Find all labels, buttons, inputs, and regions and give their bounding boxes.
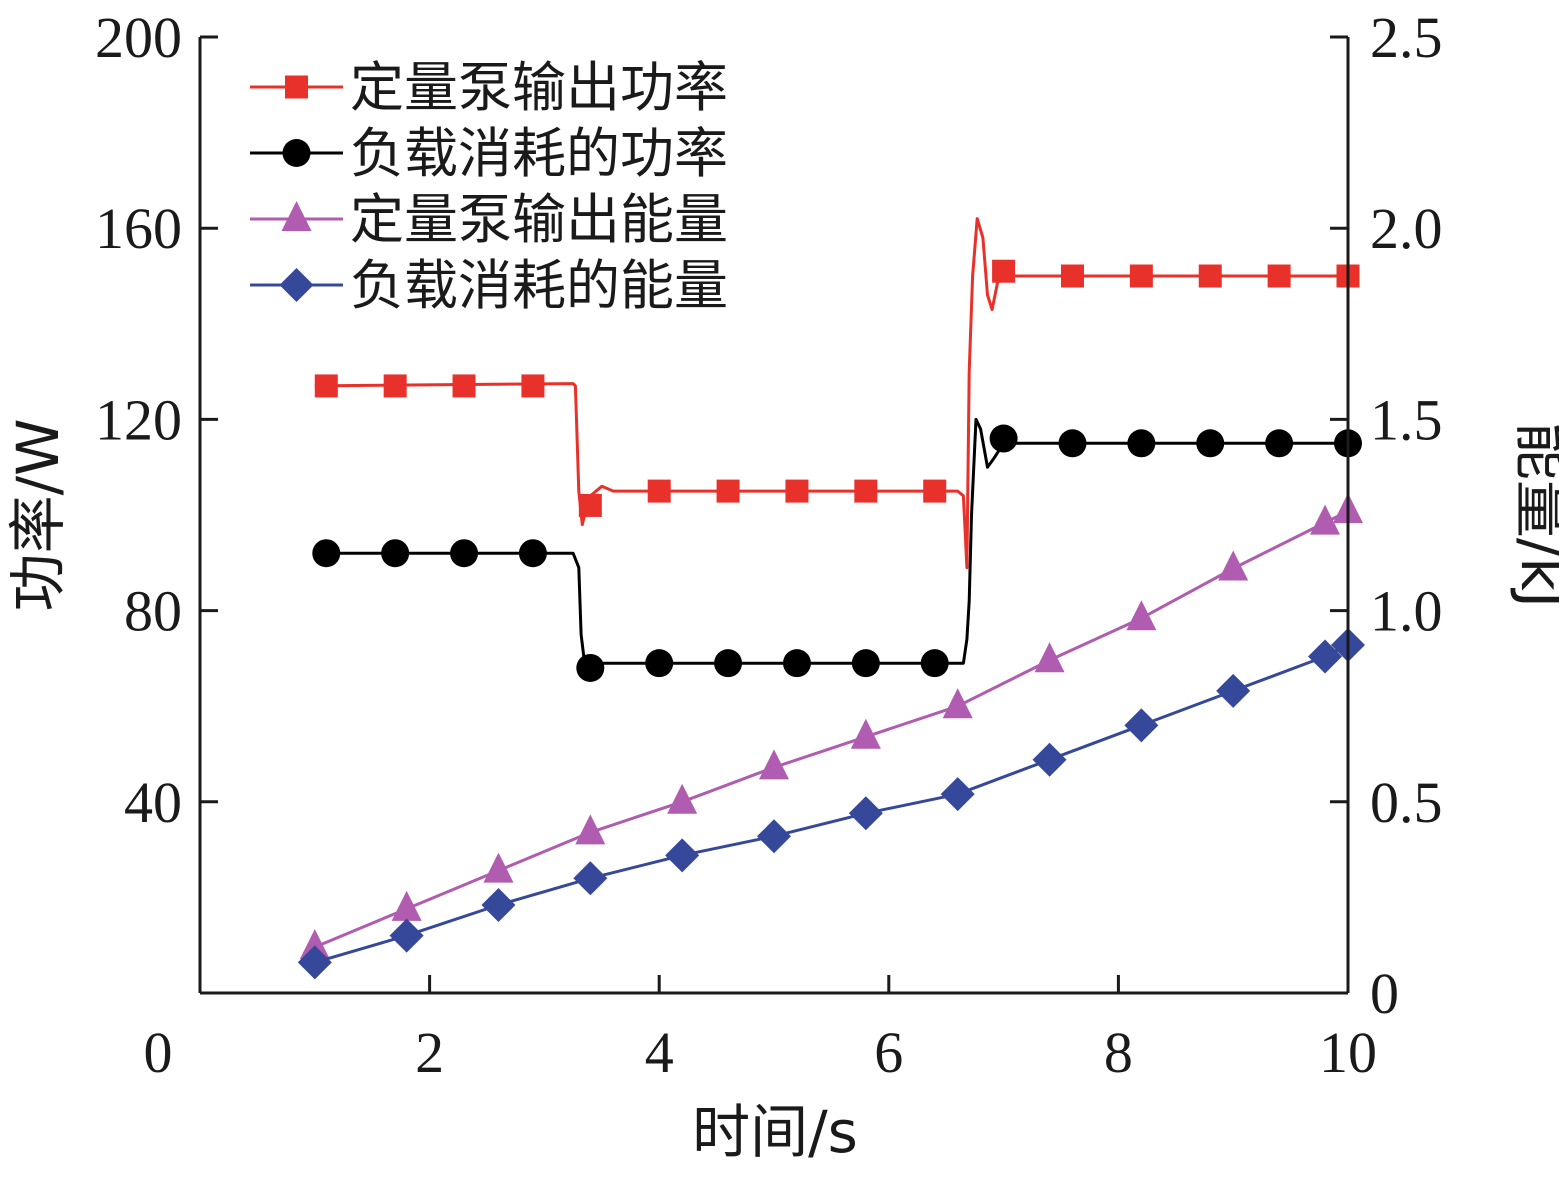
legend-marker: [279, 268, 314, 302]
axes-layer: 0 2 4 6 8 10 200 160 120 80 40 2.5 2.0 1.5 1.0 0.5 0: [95, 5, 1443, 1085]
legend-label: 定量泵输出功率: [350, 56, 728, 119]
data-point: [923, 479, 947, 503]
data-point: [785, 479, 809, 503]
data-point: [940, 777, 975, 812]
data-point: [851, 649, 880, 678]
legend-item: 负载消耗的能量: [250, 254, 728, 317]
data-point: [647, 479, 671, 503]
series-line: [314, 417, 1348, 670]
x-tick-label: 10: [1319, 1020, 1377, 1085]
legend-item: 定量泵输出能量: [250, 188, 728, 251]
data-point: [1034, 642, 1065, 673]
left-y-tick-label: 120: [95, 387, 182, 452]
right-y-axis-title: 能量/kJ: [1508, 422, 1559, 608]
right-y-tick-label: 0.5: [1370, 770, 1443, 835]
data-point: [1196, 429, 1225, 458]
data-point: [1032, 742, 1067, 777]
data-point: [483, 852, 514, 883]
data-point: [1265, 429, 1294, 458]
data-point: [573, 861, 608, 896]
series-4: [297, 628, 1365, 980]
right-y-tick-label: 1.0: [1370, 579, 1443, 644]
data-point: [578, 493, 602, 517]
data-point: [989, 424, 1018, 453]
data-point: [716, 479, 740, 503]
legend-marker: [282, 139, 311, 167]
legend-label: 负载消耗的能量: [350, 254, 728, 317]
data-point: [381, 539, 410, 568]
data-point: [714, 649, 743, 678]
data-point: [383, 374, 407, 398]
legend-marker: [285, 75, 308, 99]
series-line: [314, 643, 1349, 964]
data-point: [645, 649, 674, 678]
data-point: [1127, 429, 1156, 458]
x-axis-title: 时间/s: [692, 1098, 858, 1166]
right-y-tick-label: 0: [1370, 961, 1399, 1026]
data-point: [920, 649, 949, 678]
data-point: [854, 479, 878, 503]
data-point: [575, 814, 606, 845]
data-point: [1267, 264, 1291, 288]
right-y-tick-label: 1.5: [1370, 387, 1443, 452]
data-point: [314, 374, 338, 398]
legend-item: 定量泵输出功率: [250, 56, 728, 119]
data-point: [1218, 550, 1249, 581]
x-tick-label: 8: [1104, 1020, 1133, 1085]
series-2: [312, 417, 1362, 682]
data-point: [848, 796, 883, 831]
data-point: [992, 259, 1016, 283]
data-point: [1308, 639, 1343, 674]
left-y-axis-title: 功率/W: [4, 419, 72, 612]
legend-label: 负载消耗的功率: [350, 122, 728, 185]
left-y-tick-label: 40: [124, 770, 182, 835]
data-point: [757, 819, 791, 854]
data-point: [389, 918, 424, 953]
data-point: [667, 783, 698, 814]
series-1: [314, 217, 1360, 570]
right-y-tick-label: 2.0: [1370, 196, 1443, 261]
data-point: [481, 888, 516, 923]
data-point: [1124, 708, 1159, 743]
data-point: [391, 890, 422, 921]
data-point: [1058, 429, 1087, 458]
data-point: [299, 929, 330, 960]
x-tick-label: 0: [144, 1020, 173, 1085]
data-point: [1126, 600, 1157, 631]
data-point: [1129, 264, 1153, 288]
series-3: [299, 493, 1363, 960]
left-y-tick-label: 80: [124, 579, 182, 644]
data-point: [782, 649, 811, 678]
data-point: [1198, 264, 1222, 288]
data-point: [759, 749, 789, 780]
data-point: [312, 539, 341, 568]
data-point: [450, 539, 479, 568]
right-y-tick-label: 2.5: [1370, 5, 1443, 70]
data-point: [518, 539, 547, 568]
series-layer: [297, 217, 1365, 980]
left-y-tick-label: 160: [95, 196, 182, 261]
data-point: [521, 374, 545, 398]
data-point: [1216, 673, 1251, 708]
legend-item: 负载消耗的功率: [250, 122, 728, 185]
legend-label: 定量泵输出能量: [350, 188, 728, 251]
data-point: [942, 688, 973, 719]
series-line: [314, 509, 1349, 949]
data-point: [1310, 504, 1341, 535]
data-point: [665, 838, 700, 873]
x-tick-label: 4: [645, 1020, 674, 1085]
data-point: [576, 653, 605, 682]
data-point: [1060, 264, 1084, 288]
x-tick-label: 6: [874, 1020, 903, 1085]
data-point: [850, 718, 881, 749]
data-point: [297, 945, 332, 980]
data-point: [452, 374, 476, 398]
legend-marker: [281, 201, 312, 231]
left-y-tick-label: 200: [95, 5, 182, 70]
x-tick-label: 2: [415, 1020, 444, 1085]
